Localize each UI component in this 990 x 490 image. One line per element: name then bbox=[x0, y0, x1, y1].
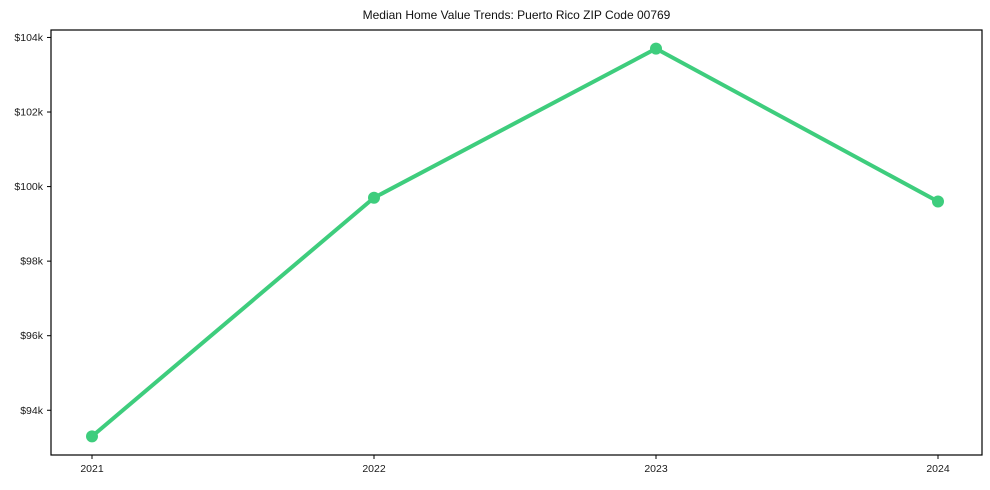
data-point-marker bbox=[932, 195, 944, 208]
data-point-marker bbox=[650, 42, 662, 55]
y-axis-tick-label: $98k bbox=[20, 256, 44, 268]
plot-frame bbox=[50, 29, 983, 456]
x-axis-tick-label: 2023 bbox=[644, 463, 668, 475]
y-axis-tick-label: $100k bbox=[14, 181, 43, 193]
x-axis-tick-label: 2021 bbox=[80, 463, 104, 475]
y-axis-tick-label: $94k bbox=[20, 405, 44, 417]
data-point-marker bbox=[86, 430, 98, 443]
y-axis-tick-label: $104k bbox=[14, 32, 43, 44]
x-axis-tick-label: 2022 bbox=[362, 463, 386, 475]
x-axis-tick-label: 2024 bbox=[926, 463, 950, 475]
y-axis-tick-label: $96k bbox=[20, 330, 44, 342]
trend-line bbox=[90, 46, 940, 439]
y-axis-tick-label: $102k bbox=[14, 107, 43, 119]
chart-title: Median Home Value Trends: Puerto Rico ZI… bbox=[362, 8, 671, 22]
data-point-marker bbox=[368, 191, 380, 204]
